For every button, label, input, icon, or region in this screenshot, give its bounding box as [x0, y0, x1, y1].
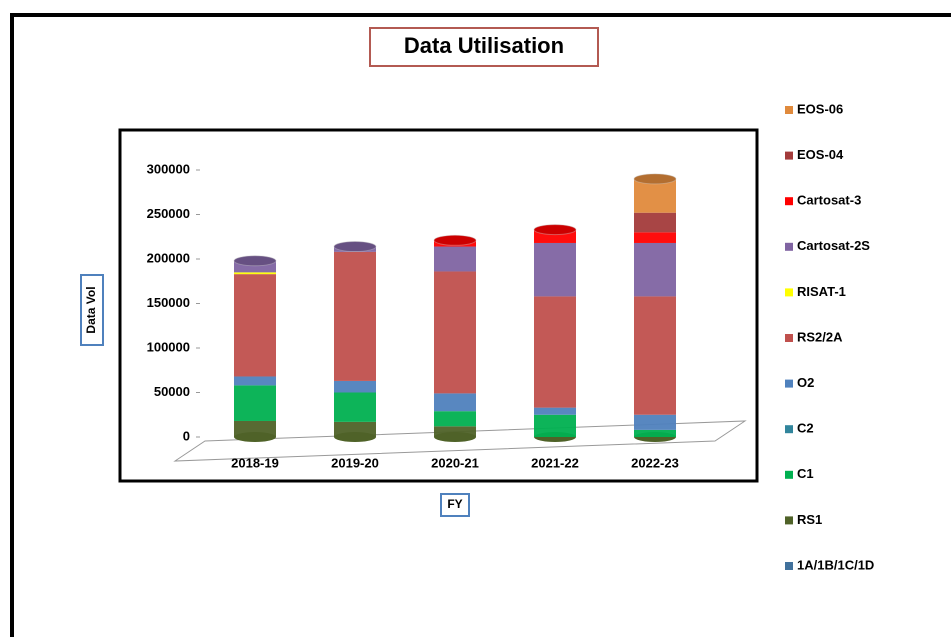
cylinder-top [633, 173, 677, 185]
y-tick-label: 100000 [147, 339, 190, 354]
title-box [369, 27, 599, 67]
bar-segment [234, 272, 276, 275]
bar-segment [634, 212, 676, 233]
x-label-box [440, 493, 470, 517]
legend-label: Cartosat-3 [797, 193, 861, 208]
bar-segment [634, 296, 676, 415]
legend-label: RS2/2A [797, 329, 843, 344]
legend-swatch [785, 562, 793, 570]
legend-label: C1 [797, 466, 814, 481]
bar-segment [434, 411, 476, 427]
bar-segment [234, 376, 276, 386]
legend-label: RISAT-1 [797, 284, 846, 299]
legend-label: O2 [797, 375, 814, 390]
bar-segment [634, 429, 676, 437]
bar-segment [634, 178, 676, 213]
chart-title: Data Utilisation [404, 33, 564, 58]
bar-segment [434, 426, 476, 437]
cylinder-top [533, 224, 577, 236]
legend-swatch [785, 425, 793, 434]
legend-label: EOS-04 [797, 147, 844, 162]
legend-swatch [785, 151, 793, 160]
legend-label: Cartosat-2S [797, 238, 870, 253]
legend-swatch [785, 106, 793, 114]
bar-segment [534, 296, 576, 408]
legend-swatch [785, 197, 793, 206]
legend-swatch [785, 242, 793, 251]
legend-label: RS1 [797, 512, 822, 527]
bar-segment [434, 246, 476, 272]
x-tick-label: 2018-19 [231, 455, 279, 470]
bar-segment [534, 407, 576, 415]
frame [10, 13, 951, 642]
legend-label: EOS-06 [797, 101, 843, 116]
cylinder-top [433, 234, 477, 246]
cylinder-top [233, 255, 277, 267]
y-label-box [80, 274, 104, 346]
bar-segment [334, 380, 376, 393]
bar-segment [234, 420, 276, 437]
bar-segment [434, 393, 476, 412]
y-axis-label: Data Vol [84, 286, 98, 333]
bar-segment [434, 271, 476, 394]
y-tick-label: 0 [183, 428, 190, 443]
bar-segment [634, 414, 676, 430]
y-tick-label: 50000 [154, 384, 190, 399]
legend-swatch [785, 516, 793, 525]
x-tick-label: 2022-23 [631, 455, 679, 470]
bar-segment [534, 414, 576, 437]
bar-segment [534, 242, 576, 297]
bar-segment [334, 251, 376, 381]
legend-swatch [785, 470, 793, 479]
legend-swatch [785, 334, 793, 342]
x-axis-label: FY [447, 497, 462, 511]
y-tick-label: 200000 [147, 250, 190, 265]
cylinder-top [333, 241, 377, 253]
bar-segment [334, 392, 376, 422]
bar-segment [234, 385, 276, 421]
x-tick-label: 2019-20 [331, 455, 379, 470]
legend-swatch [785, 379, 793, 388]
bar-segment [234, 260, 276, 273]
bar-segment [634, 242, 676, 297]
legend-label: C2 [797, 421, 814, 436]
y-tick-label: 150000 [147, 295, 190, 310]
bar-segment [234, 274, 276, 377]
bar-segment [334, 421, 376, 437]
y-tick-label: 250000 [147, 206, 190, 221]
x-tick-label: 2021-22 [531, 455, 579, 470]
x-tick-label: 2020-21 [431, 455, 479, 470]
legend-swatch [785, 288, 793, 297]
legend-label: 1A/1B/1C/1D [797, 557, 874, 572]
y-tick-label: 300000 [147, 161, 190, 176]
bar-segment [634, 232, 676, 243]
